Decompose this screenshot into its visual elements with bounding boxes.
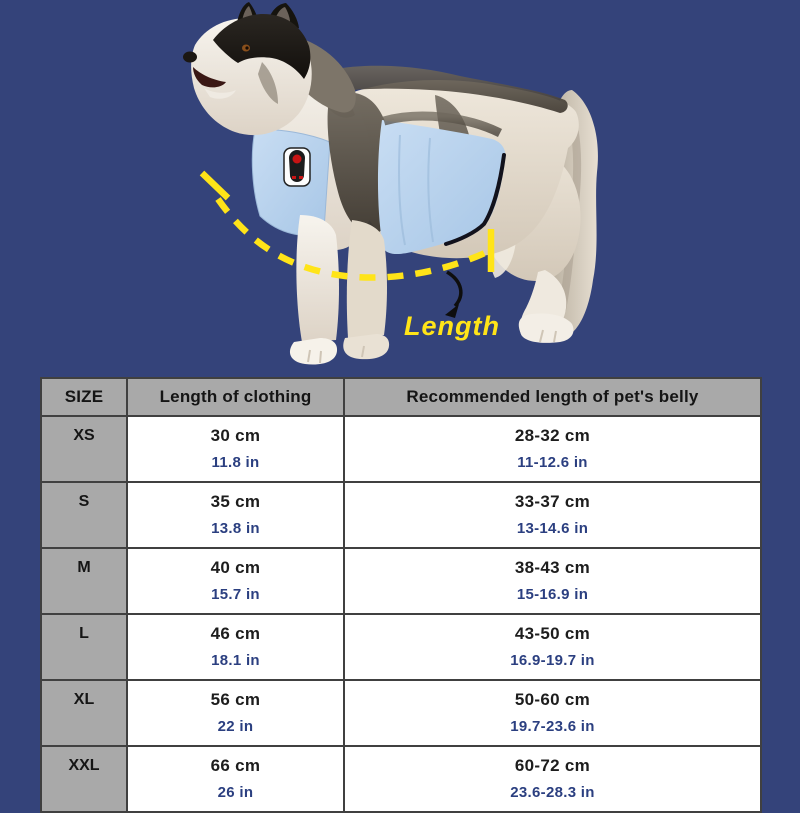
cm-value: 43-50 cm (514, 623, 591, 643)
cm-value: 46 cm (210, 623, 261, 643)
size-cell: S (40, 481, 128, 549)
belly-length-cell: 38-43 cm 15-16.9 in (343, 547, 762, 615)
table-row-xl: XL 56 cm 22 in 50-60 cm 19.7-23.6 in (40, 679, 762, 747)
belly-length-cell: 60-72 cm 23.6-28.3 in (343, 745, 762, 813)
col-header-clothing-length: Length of clothing (126, 377, 345, 417)
size-cell: XS (40, 415, 128, 483)
belly-length-cell: 50-60 cm 19.7-23.6 in (343, 679, 762, 747)
in-value: 23.6-28.3 in (510, 784, 595, 801)
garment-logo-patch (283, 147, 311, 187)
cm-value: 56 cm (210, 689, 261, 709)
table-header-row: SIZE Length of clothing Recommended leng… (40, 377, 762, 417)
clothing-length-cell: 56 cm 22 in (126, 679, 345, 747)
in-value: 22 in (217, 718, 254, 735)
in-value: 11-12.6 in (517, 454, 588, 471)
garment-trim (444, 153, 506, 246)
table-row-l: L 46 cm 18.1 in 43-50 cm 16.9-19.7 in (40, 613, 762, 681)
dog-illustration (183, 2, 598, 365)
in-value: 15-16.9 in (516, 586, 589, 603)
measure-tick-start (199, 170, 231, 201)
garment-chest-panel (251, 129, 331, 236)
table-row-m: M 40 cm 15.7 in 38-43 cm 15-16.9 in (40, 547, 762, 615)
size-cell: M (40, 547, 128, 615)
cm-value: 33-37 cm (514, 491, 591, 511)
size-cell: L (40, 613, 128, 681)
col-header-size: SIZE (40, 377, 128, 417)
in-value: 26 in (217, 784, 254, 801)
garment-belly-band (377, 111, 506, 255)
table-row-xxl: XXL 66 cm 26 in 60-72 cm 23.6-28.3 in (40, 745, 762, 813)
clothing-length-cell: 30 cm 11.8 in (126, 415, 345, 483)
in-value: 13-14.6 in (516, 520, 589, 537)
dog-nose (183, 51, 197, 63)
cm-value: 28-32 cm (514, 425, 591, 445)
cm-value: 30 cm (210, 425, 261, 445)
size-table: SIZE Length of clothing Recommended leng… (40, 377, 762, 813)
in-value: 13.8 in (211, 520, 260, 537)
belly-length-cell: 33-37 cm 13-14.6 in (343, 481, 762, 549)
cm-value: 40 cm (210, 557, 261, 577)
measure-dashed-arc (215, 197, 489, 281)
clothing-length-cell: 35 cm 13.8 in (126, 481, 345, 549)
clothing-length-cell: 46 cm 18.1 in (126, 613, 345, 681)
cm-value: 60-72 cm (514, 755, 591, 775)
in-value: 11.8 in (211, 454, 260, 471)
cm-value: 38-43 cm (514, 557, 591, 577)
length-label: Length (404, 311, 500, 341)
table-row-s: S 35 cm 13.8 in 33-37 cm 13-14.6 in (40, 481, 762, 549)
size-cell: XL (40, 679, 128, 747)
in-value: 16.9-19.7 in (510, 652, 595, 669)
dog-head (183, 2, 356, 136)
in-value: 15.7 in (211, 586, 260, 603)
belly-length-cell: 28-32 cm 11-12.6 in (343, 415, 762, 483)
cm-value: 66 cm (210, 755, 261, 775)
curved-arrow-icon (445, 270, 463, 318)
clothing-length-cell: 40 cm 15.7 in (126, 547, 345, 615)
belly-length-cell: 43-50 cm 16.9-19.7 in (343, 613, 762, 681)
in-value: 19.7-23.6 in (510, 718, 595, 735)
cm-value: 35 cm (210, 491, 261, 511)
in-value: 18.1 in (211, 652, 260, 669)
col-header-belly-length: Recommended length of pet's belly (343, 377, 762, 417)
table-row-xs: XS 30 cm 11.8 in 28-32 cm 11-12.6 in (40, 415, 762, 483)
size-cell: XXL (40, 745, 128, 813)
length-measurement (199, 170, 495, 318)
cm-value: 50-60 cm (514, 689, 591, 709)
clothing-length-cell: 66 cm 26 in (126, 745, 345, 813)
